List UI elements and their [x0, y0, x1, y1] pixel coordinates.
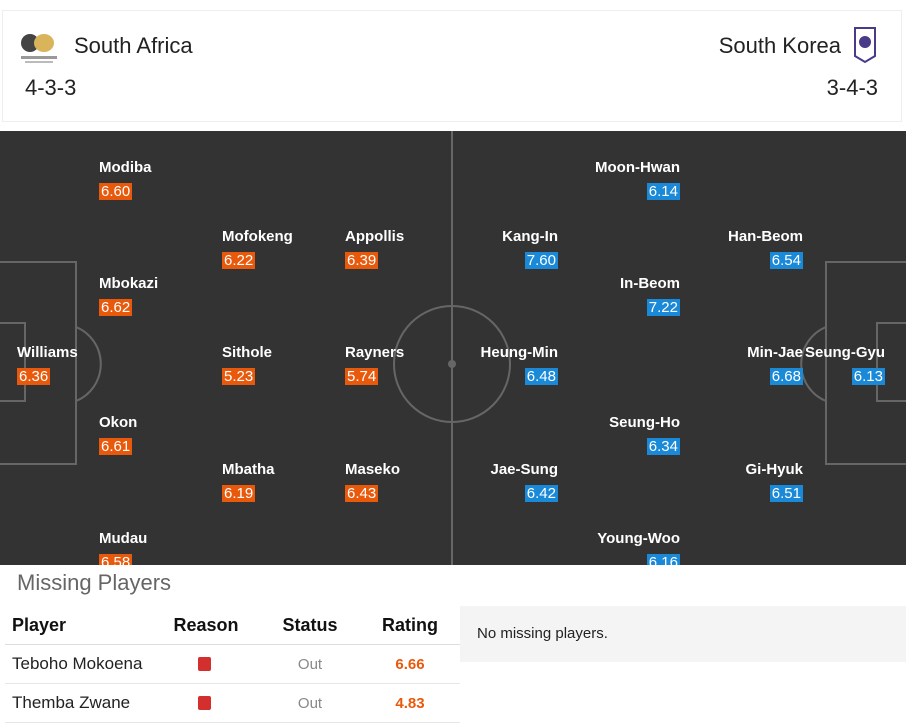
home-formation: 4-3-3	[25, 75, 77, 100]
missing-title: Missing Players	[17, 570, 172, 595]
player-name: In-Beom	[620, 275, 680, 292]
player-rating: 5.23	[222, 368, 256, 385]
player: Young-Woo 6.16	[597, 530, 680, 565]
pitch: Modiba 6.60 Mofokeng 6.22 Appollis 6.39 Mbokaz…	[0, 131, 906, 565]
player: Kang-In 7.60	[502, 228, 558, 269]
row-divider	[5, 722, 460, 723]
player-rating: 6.14	[646, 183, 680, 200]
away-team: South Korea	[718, 33, 841, 58]
home-logo	[21, 34, 57, 63]
missing-table: Player Reason Status Rating Teboho Mokoena Ou…	[5, 606, 460, 723]
player-rating: 5.74	[345, 368, 379, 385]
header-divider	[5, 644, 460, 645]
player-rating: 6.19	[222, 485, 256, 502]
player: Heung-Min 6.48	[481, 344, 558, 385]
player-name: Min-Jae	[747, 344, 803, 361]
player-rating: 6.48	[524, 368, 558, 385]
player-name: Mudau	[99, 530, 148, 547]
player-name: Themba Zwane	[12, 693, 131, 712]
player: Mudau 6.58	[99, 530, 147, 565]
player: Seung-Gyu 6.13	[805, 344, 885, 385]
column-header: Status	[282, 615, 338, 635]
player: Sithole 5.23	[222, 344, 272, 385]
row-divider	[5, 683, 460, 684]
player-rating: 7.22	[646, 299, 680, 316]
player-name: Seung-Gyu	[804, 344, 885, 361]
player: Appollis 6.39	[345, 228, 404, 269]
player: Han-Beom 6.54	[728, 228, 803, 269]
player: Rayners 5.74	[345, 344, 404, 385]
player: Mbokazi 6.62	[99, 275, 158, 316]
player-rating: 6.34	[646, 438, 680, 455]
player-name: Modiba	[99, 159, 152, 176]
column-header: Reason	[173, 615, 239, 635]
player-name: Sithole	[222, 344, 273, 361]
player-rating: 6.39	[345, 252, 379, 269]
player-rating: 6.68	[769, 368, 803, 385]
player-name: Han-Beom	[727, 228, 803, 245]
player: Seung-Ho 6.34	[609, 414, 680, 455]
player-name: Jae-Sung	[490, 461, 558, 478]
player: Min-Jae 6.68	[747, 344, 803, 385]
home-team: South Africa	[74, 33, 193, 58]
match-header: South Africa 4-3-3 South Korea 3-4-3	[2, 10, 902, 122]
player: Modiba 6.60	[99, 159, 152, 200]
player-name: Heung-Min	[480, 344, 558, 361]
column-header: Rating	[382, 615, 438, 635]
player-rating: 6.36	[17, 368, 51, 385]
player-rating: 6.54	[769, 252, 803, 269]
player-name: Okon	[99, 414, 138, 431]
player: Jae-Sung 6.42	[490, 461, 558, 502]
player-name: Teboho Mokoena	[12, 654, 143, 673]
no-missing-note: No missing players.	[477, 625, 608, 642]
player-rating: 6.51	[769, 485, 803, 502]
player-name: Williams	[17, 344, 78, 361]
player: Moon-Hwan 6.14	[595, 159, 680, 200]
player-name: Rayners	[345, 344, 405, 361]
away-missing: No missing players.	[460, 606, 906, 662]
player-rating: 6.58	[99, 554, 133, 565]
rating: 4.83	[395, 695, 425, 712]
player: Mofokeng 6.22	[222, 228, 293, 269]
status: Out	[297, 695, 323, 712]
player-rating: 7.60	[524, 252, 558, 269]
away-logo	[854, 27, 876, 64]
player-rating: 6.22	[222, 252, 256, 269]
player: Mbatha 6.19	[222, 461, 275, 502]
player-name: Kang-In	[502, 228, 558, 245]
player-name: Maseko	[345, 461, 401, 478]
status: Out	[297, 656, 323, 673]
pitch-lines	[0, 131, 906, 565]
player-name: Seung-Ho	[609, 414, 680, 431]
player: In-Beom 7.22	[620, 275, 680, 316]
player-rating: 6.42	[524, 485, 558, 502]
column-header: Player	[12, 615, 67, 635]
player-rating: 6.61	[99, 438, 133, 455]
player-name: Appollis	[345, 228, 405, 245]
player-rating: 6.62	[99, 299, 133, 316]
player-rating: 6.16	[646, 554, 680, 565]
rating: 6.66	[395, 656, 425, 673]
away-formation: 3-4-3	[826, 75, 878, 100]
player-name: Mbatha	[222, 461, 275, 478]
reason-icon	[198, 657, 211, 671]
reason-icon	[198, 696, 211, 710]
player-rating: 6.60	[99, 183, 133, 200]
player: Williams 6.36	[17, 344, 78, 385]
player-name: Mofokeng	[222, 228, 293, 245]
player-name: Young-Woo	[597, 530, 680, 547]
player: Maseko 6.43	[345, 461, 400, 502]
player-rating: 6.43	[345, 485, 379, 502]
player: Okon 6.61	[99, 414, 137, 455]
player-name: Gi-Hyuk	[745, 461, 803, 478]
player: Gi-Hyuk 6.51	[745, 461, 803, 502]
player-name: Mbokazi	[99, 275, 159, 292]
player-name: Moon-Hwan	[595, 159, 680, 176]
player-rating: 6.13	[851, 368, 885, 385]
